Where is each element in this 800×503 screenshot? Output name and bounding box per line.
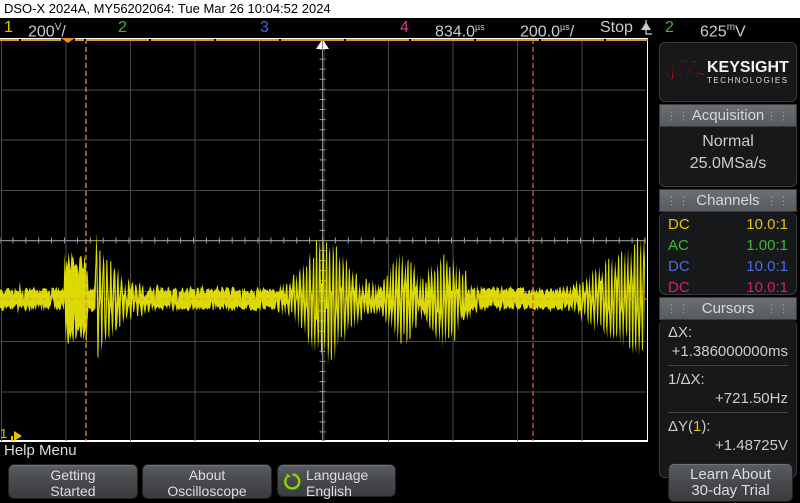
svg-text:1: 1 [0,426,7,441]
